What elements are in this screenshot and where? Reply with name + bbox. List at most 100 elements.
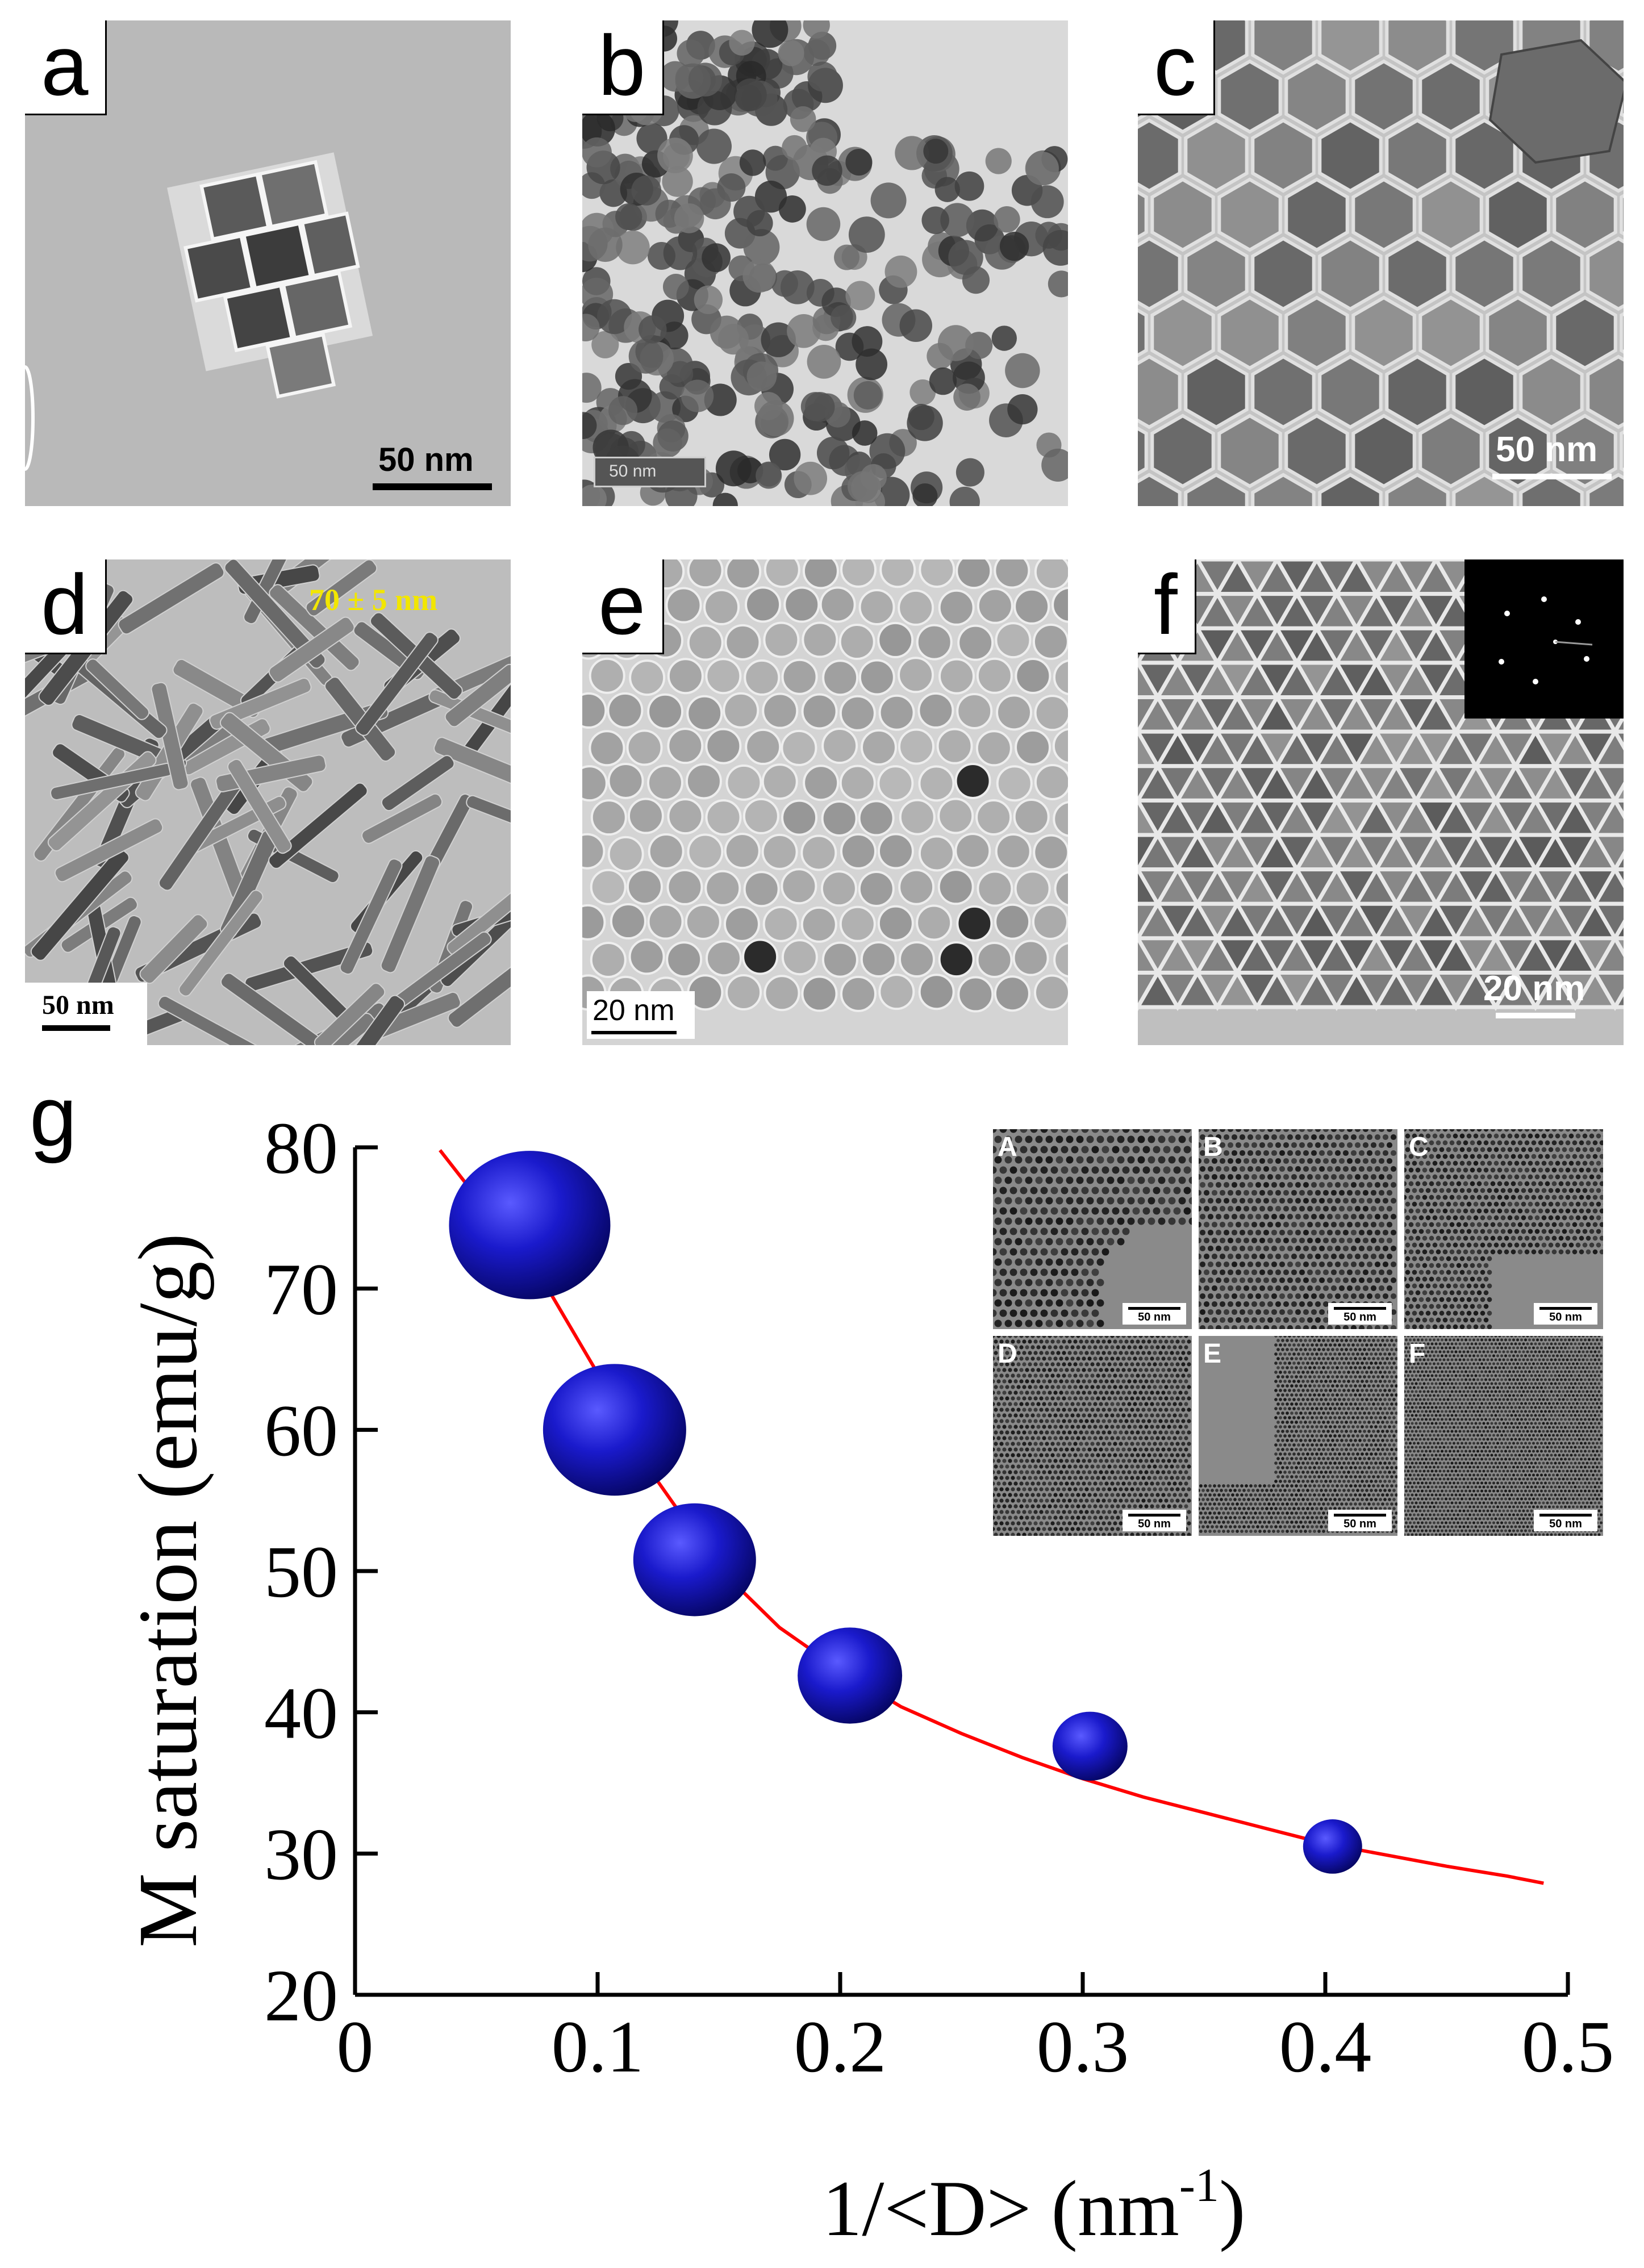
hexagon-model-icon: [1488, 39, 1624, 164]
scale-bar-line-e: [591, 1031, 677, 1034]
inset-scale-bar-label: 50 nm: [1343, 1311, 1376, 1323]
size-annotation-d: 70 ± 5 nm: [309, 583, 438, 617]
panel-letter-e: e: [582, 559, 665, 654]
inset-micrograph: [993, 1336, 1192, 1536]
inset-scale-bar-line: [1539, 1307, 1592, 1310]
tem-panel-f: f 20 nm: [1138, 559, 1624, 1045]
scale-bar-label-c: 50 nm: [1496, 430, 1598, 469]
inset-scale-bar-label: 50 nm: [1138, 1518, 1171, 1530]
inset-scale-bar: 50 nm: [1534, 1510, 1597, 1531]
scale-bar-line-d: [42, 1025, 110, 1031]
y-tick-label: 20: [264, 1955, 338, 2037]
inset-micrograph: [1199, 1129, 1397, 1329]
panel-letter-d: d: [25, 559, 107, 654]
inset-scale-bar: 50 nm: [1534, 1303, 1597, 1325]
tick-labels: 0 0.1 0.2 0.3 0.4 0.5 20 30 40 50 60 70 80: [264, 1108, 1614, 2088]
scale-bar-line-f: [1496, 1013, 1575, 1018]
scale-bar-line-a: [373, 483, 492, 490]
inset-scale-bar-line: [1334, 1307, 1386, 1310]
tem-panel-e: e 20 nm: [582, 559, 1068, 1045]
inset-label-d: D: [998, 1339, 1017, 1369]
panel-letter-a: a: [25, 20, 107, 115]
y-tick-label: 50: [264, 1531, 338, 1613]
inset-label-e: E: [1203, 1339, 1222, 1369]
inset-scale-bar-line: [1539, 1514, 1592, 1517]
scale-bar-label-a: 50 nm: [378, 441, 474, 478]
data-markers: [449, 1151, 1362, 1874]
x-axis-label-superscript: -1: [1179, 2159, 1219, 2212]
data-point-sphere: [1052, 1711, 1128, 1781]
inset-micrograph: [1404, 1129, 1603, 1329]
x-axis-label-main: 1/<D> (nm: [822, 2165, 1179, 2253]
nanorods-micrograph: [25, 559, 511, 1045]
inset-micrograph-grid: A 50 nm B 50 nm C 50 nm D 50 nm E 50 nm F 50 nm: [993, 1129, 1604, 1538]
data-point-sphere: [449, 1151, 611, 1300]
inset-scale-bar: 50 nm: [1123, 1303, 1186, 1325]
inset-micrograph: [993, 1129, 1192, 1329]
y-tick-label: 40: [264, 1673, 338, 1755]
panel-letter-c: c: [1138, 20, 1215, 115]
inset-cell-b: B 50 nm: [1199, 1129, 1397, 1329]
scale-bar-d: 50 nm: [25, 983, 147, 1045]
inset-micrograph: [1404, 1336, 1603, 1536]
scale-bar-label-f: 20 nm: [1483, 969, 1585, 1008]
y-tick-label: 30: [264, 1814, 338, 1895]
data-point-sphere: [633, 1503, 756, 1617]
inset-scale-bar: 50 nm: [1328, 1510, 1392, 1531]
x-tick-label: 0.2: [794, 2006, 887, 2088]
x-tick-label: 0.5: [1522, 2006, 1614, 2088]
inset-scale-bar-line: [1128, 1307, 1180, 1310]
y-tick-label: 60: [264, 1390, 338, 1472]
tem-panel-b: b 50 nm: [582, 20, 1068, 506]
inset-scale-bar-line: [1128, 1514, 1180, 1517]
inset-cell-f: F 50 nm: [1404, 1336, 1603, 1536]
diffraction-pattern-icon: [1464, 559, 1624, 719]
hexagonal-plates-micrograph: [1138, 20, 1624, 506]
scale-bar-label-d: 50 nm: [42, 990, 114, 1020]
scale-bar-line-c: [1492, 474, 1612, 479]
nanocubes-micrograph: [25, 20, 511, 506]
scale-bar-b: 50 nm: [594, 457, 706, 487]
panel-letter-f: f: [1138, 559, 1196, 654]
x-axis-label: 1/<D> (nm-1): [822, 2159, 1245, 2253]
inset-scale-bar-label: 50 nm: [1549, 1311, 1582, 1323]
data-point-sphere: [1303, 1819, 1362, 1874]
x-tick-label: 0.1: [552, 2006, 644, 2088]
tem-panel-c: c 50 nm: [1138, 20, 1624, 506]
scale-bar-e: 20 nm: [587, 991, 695, 1039]
inset-label-b: B: [1203, 1132, 1223, 1162]
x-tick-label: 0.3: [1037, 2006, 1129, 2088]
data-point-sphere: [798, 1627, 903, 1724]
scale-bar-label-b: 50 nm: [609, 462, 657, 481]
inset-label-a: A: [998, 1132, 1017, 1162]
panel-letter-b: b: [582, 20, 665, 115]
inset-cell-e: E 50 nm: [1199, 1336, 1397, 1536]
nanotriangles-micrograph: [1138, 559, 1624, 1045]
scale-bar-label-e: 20 nm: [592, 994, 675, 1027]
tem-panel-a: a 50 nm: [25, 20, 511, 506]
inset-cell-a: A 50 nm: [993, 1129, 1192, 1329]
inset-scale-bar: 50 nm: [1328, 1303, 1392, 1325]
inset-scale-bar-label: 50 nm: [1343, 1518, 1376, 1530]
inset-label-c: C: [1409, 1132, 1429, 1162]
scale-bar-a: 50 nm: [373, 441, 503, 498]
inset-scale-bar-line: [1334, 1514, 1386, 1517]
x-tick-label: 0: [337, 2006, 374, 2088]
y-tick-label: 80: [264, 1108, 338, 1189]
inset-micrograph: [1199, 1336, 1397, 1536]
inset-scale-bar-label: 50 nm: [1549, 1518, 1582, 1530]
inset-scale-bar-label: 50 nm: [1138, 1311, 1171, 1323]
x-axis-label-close: ): [1219, 2165, 1246, 2253]
inset-label-f: F: [1409, 1339, 1426, 1369]
scale-bar-c: 50 nm: [1479, 429, 1621, 492]
data-point-sphere: [543, 1364, 686, 1496]
chart-axes: [353, 1145, 1570, 1997]
panel-letter-g: g: [30, 1068, 77, 1164]
inset-cell-c: C 50 nm: [1404, 1129, 1603, 1329]
x-tick-label: 0.4: [1279, 2006, 1372, 2088]
y-tick-label: 70: [264, 1249, 338, 1331]
inset-cell-d: D 50 nm: [993, 1336, 1192, 1536]
nanoflowers-micrograph: [582, 20, 1068, 506]
inset-scale-bar: 50 nm: [1123, 1510, 1186, 1531]
